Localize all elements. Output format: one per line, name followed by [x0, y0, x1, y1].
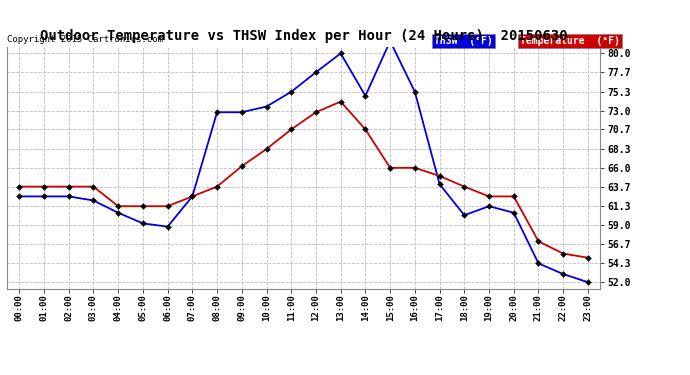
Text: Copyright 2015 Cartronics.com: Copyright 2015 Cartronics.com [7, 36, 163, 45]
Text: Temperature  (°F): Temperature (°F) [520, 36, 620, 46]
Text: THSW  (°F): THSW (°F) [434, 36, 493, 46]
Title: Outdoor Temperature vs THSW Index per Hour (24 Hours)  20150630: Outdoor Temperature vs THSW Index per Ho… [40, 29, 567, 43]
